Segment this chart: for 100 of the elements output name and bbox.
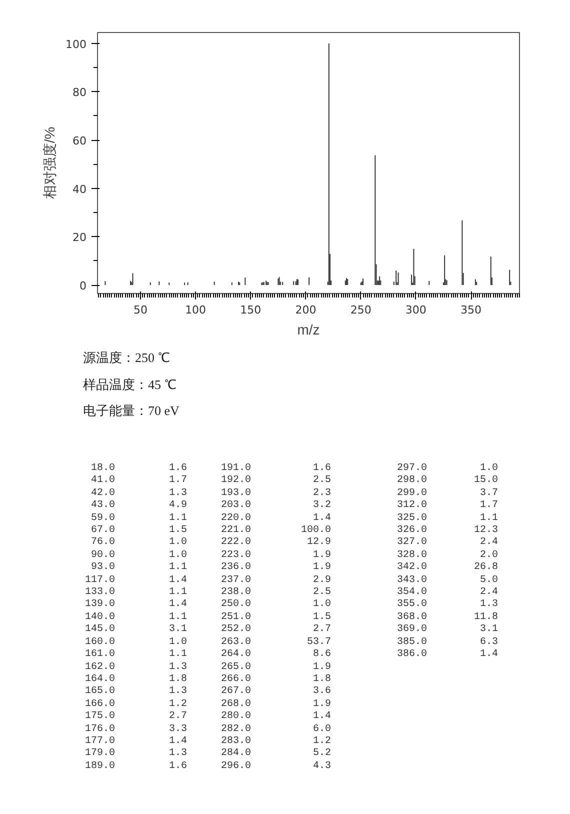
text: 1.4 xyxy=(168,574,187,586)
category-label: 162.0 xyxy=(84,662,115,674)
category-label: 177.0 xyxy=(84,736,115,748)
category-label: 312.0 xyxy=(396,500,427,513)
category-label: 165.0 xyxy=(84,686,115,699)
x-tick-label: 150 xyxy=(240,304,262,316)
text: 1.0 xyxy=(168,550,187,561)
category-label: 268.0 xyxy=(220,698,251,711)
text: 1.8 xyxy=(312,674,331,685)
text: 1.3 xyxy=(168,686,187,698)
text: 2.7 xyxy=(312,624,331,636)
category-label: 222.0 xyxy=(220,537,251,550)
text: 样品温度：45 ℃ xyxy=(83,376,178,394)
category-label: 280.0 xyxy=(220,711,251,724)
text: 4.3 xyxy=(312,760,331,772)
text: 3.3 xyxy=(168,724,187,735)
text: 2.7 xyxy=(168,711,187,722)
text: 5.0 xyxy=(480,574,498,586)
category-label: 266.0 xyxy=(220,674,251,686)
category-label: 90.0 xyxy=(90,550,115,562)
category-label: 354.0 xyxy=(396,587,427,599)
text: 26.8 xyxy=(474,562,498,574)
text: 100.0 xyxy=(300,525,331,536)
text: 1.3 xyxy=(168,488,187,499)
category-label: 284.0 xyxy=(220,748,251,761)
category-label: 117.0 xyxy=(84,574,115,587)
category-label: 220.0 xyxy=(220,512,251,525)
text: 1.1 xyxy=(168,612,187,623)
x-axis-title: m/z xyxy=(297,322,320,338)
y-tick-label: 80 xyxy=(72,86,87,100)
category-label: 355.0 xyxy=(396,599,427,612)
category-label: 221.0 xyxy=(220,525,251,537)
category-label: 237.0 xyxy=(220,574,251,587)
category-label: 252.0 xyxy=(220,624,251,637)
text: 1.1 xyxy=(168,512,187,524)
category-label: 189.0 xyxy=(84,760,115,774)
text: 1.4 xyxy=(312,512,331,524)
text: 2.4 xyxy=(480,587,498,598)
x-tick-label: 300 xyxy=(405,304,426,316)
category-label: 59.0 xyxy=(90,512,115,525)
category-label: 160.0 xyxy=(84,636,115,649)
category-label: 93.0 xyxy=(90,562,115,575)
x-tick-label: 200 xyxy=(295,304,316,316)
category-label: 283.0 xyxy=(220,736,251,748)
category-label: 161.0 xyxy=(84,649,115,662)
text: 1.3 xyxy=(168,748,187,760)
category-label: 192.0 xyxy=(220,475,251,488)
text: 1.1 xyxy=(168,587,187,598)
text: 12.3 xyxy=(474,525,498,536)
category-label: 166.0 xyxy=(84,698,115,711)
text: 6.3 xyxy=(480,636,498,648)
text: 1.0 xyxy=(480,463,498,474)
text: 1.6 xyxy=(168,463,187,474)
text: 15.0 xyxy=(474,475,498,486)
text: 1.6 xyxy=(168,760,187,772)
x-tick-label: 250 xyxy=(350,304,372,316)
category-label: 251.0 xyxy=(220,612,251,624)
category-label: 133.0 xyxy=(84,587,115,599)
text: 1.3 xyxy=(168,662,187,672)
text: 1.7 xyxy=(480,500,498,512)
text: 1.7 xyxy=(168,475,187,486)
category-label: 343.0 xyxy=(396,574,427,587)
category-label: 265.0 xyxy=(220,662,251,674)
text: 1.9 xyxy=(312,698,331,710)
category-label: 67.0 xyxy=(90,525,115,537)
category-label: 386.0 xyxy=(396,649,427,662)
text: 3.2 xyxy=(312,500,331,512)
y-axis-title: 相对强度/% xyxy=(42,126,58,200)
category-label: 223.0 xyxy=(220,550,251,562)
text: 6.0 xyxy=(312,724,331,735)
category-label: 139.0 xyxy=(84,599,115,612)
text: 2.4 xyxy=(480,537,498,548)
text: 1.4 xyxy=(480,649,498,660)
category-label: 325.0 xyxy=(396,512,427,525)
text: 3.7 xyxy=(480,488,498,499)
text: 2.9 xyxy=(312,574,331,586)
category-label: 164.0 xyxy=(84,674,115,686)
text: 8.6 xyxy=(312,649,331,660)
text: 1.9 xyxy=(312,562,331,574)
x-tick-label: 350 xyxy=(460,304,482,316)
category-label: 179.0 xyxy=(84,748,115,761)
x-tick-label: 100 xyxy=(185,304,206,316)
text: 1.0 xyxy=(168,636,187,648)
text: 1.9 xyxy=(312,662,331,672)
text: 1.1 xyxy=(168,562,187,574)
category-label: 282.0 xyxy=(220,724,251,736)
category-label: 328.0 xyxy=(396,550,427,562)
y-tick-label: 100 xyxy=(66,38,87,51)
text: 2.3 xyxy=(312,488,331,499)
category-label: 263.0 xyxy=(220,636,251,649)
category-label: 43.0 xyxy=(90,500,115,513)
text: 3.1 xyxy=(168,624,187,636)
text: 1.4 xyxy=(312,711,331,722)
category-label: 368.0 xyxy=(396,612,427,624)
category-label: 342.0 xyxy=(396,562,427,575)
y-tick-label: 0 xyxy=(80,280,86,293)
text: 3.6 xyxy=(312,686,331,698)
text: 1.0 xyxy=(312,599,331,610)
category-label: 191.0 xyxy=(220,463,251,475)
category-label: 236.0 xyxy=(220,562,251,575)
